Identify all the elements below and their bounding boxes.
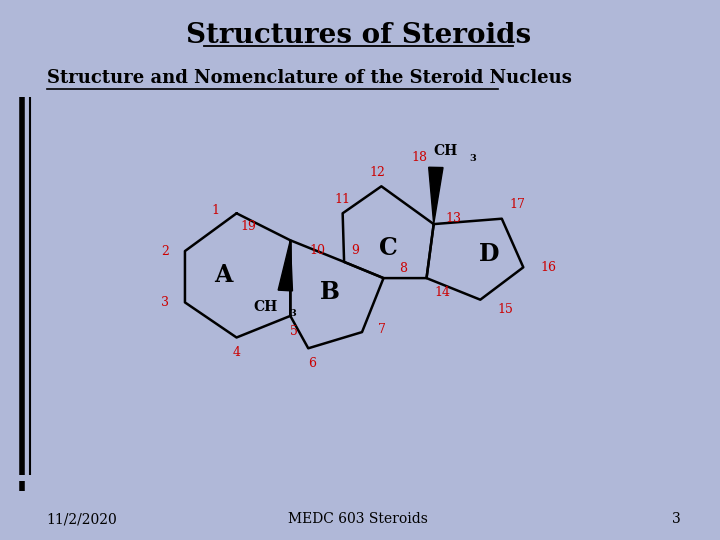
- Text: MEDC 603 Steroids: MEDC 603 Steroids: [289, 512, 428, 526]
- Text: 18: 18: [411, 151, 428, 164]
- Text: 3: 3: [672, 512, 681, 526]
- Text: B: B: [320, 280, 340, 303]
- Text: Structure and Nomenclature of the Steroid Nucleus: Structure and Nomenclature of the Steroi…: [47, 69, 572, 87]
- Text: 16: 16: [541, 261, 557, 274]
- Text: 17: 17: [510, 198, 526, 211]
- Text: C: C: [379, 237, 398, 260]
- Text: 3: 3: [469, 154, 477, 163]
- Text: Structures of Steroids: Structures of Steroids: [186, 22, 531, 49]
- Text: A: A: [215, 264, 233, 287]
- Text: 2: 2: [161, 245, 168, 258]
- Text: 3: 3: [289, 309, 296, 318]
- Text: CH: CH: [433, 144, 458, 158]
- Text: 11/2/2020: 11/2/2020: [47, 512, 117, 526]
- Text: 7: 7: [378, 323, 386, 336]
- Text: 11: 11: [335, 193, 351, 206]
- Text: 3: 3: [161, 296, 169, 309]
- Polygon shape: [278, 240, 292, 291]
- Text: 12: 12: [370, 166, 386, 179]
- Text: CH: CH: [253, 300, 277, 314]
- Text: 4: 4: [233, 346, 240, 359]
- Text: 15: 15: [498, 303, 513, 316]
- Text: 5: 5: [290, 325, 298, 338]
- Text: 14: 14: [434, 286, 450, 299]
- Text: 6: 6: [308, 357, 316, 370]
- Polygon shape: [428, 167, 443, 224]
- Text: 19: 19: [240, 220, 257, 233]
- Text: 8: 8: [400, 262, 408, 275]
- Text: 13: 13: [446, 212, 462, 225]
- Text: 9: 9: [351, 244, 359, 256]
- Text: 1: 1: [211, 204, 219, 217]
- Text: D: D: [479, 242, 499, 266]
- Text: 10: 10: [310, 244, 325, 256]
